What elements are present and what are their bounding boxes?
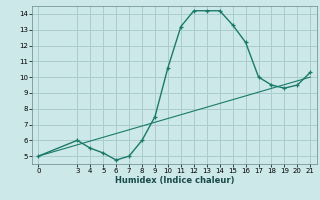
X-axis label: Humidex (Indice chaleur): Humidex (Indice chaleur) xyxy=(115,176,234,185)
